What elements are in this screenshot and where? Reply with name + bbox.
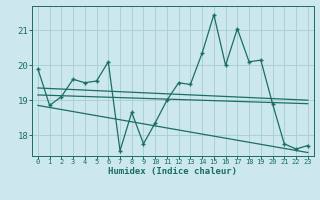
X-axis label: Humidex (Indice chaleur): Humidex (Indice chaleur): [108, 167, 237, 176]
